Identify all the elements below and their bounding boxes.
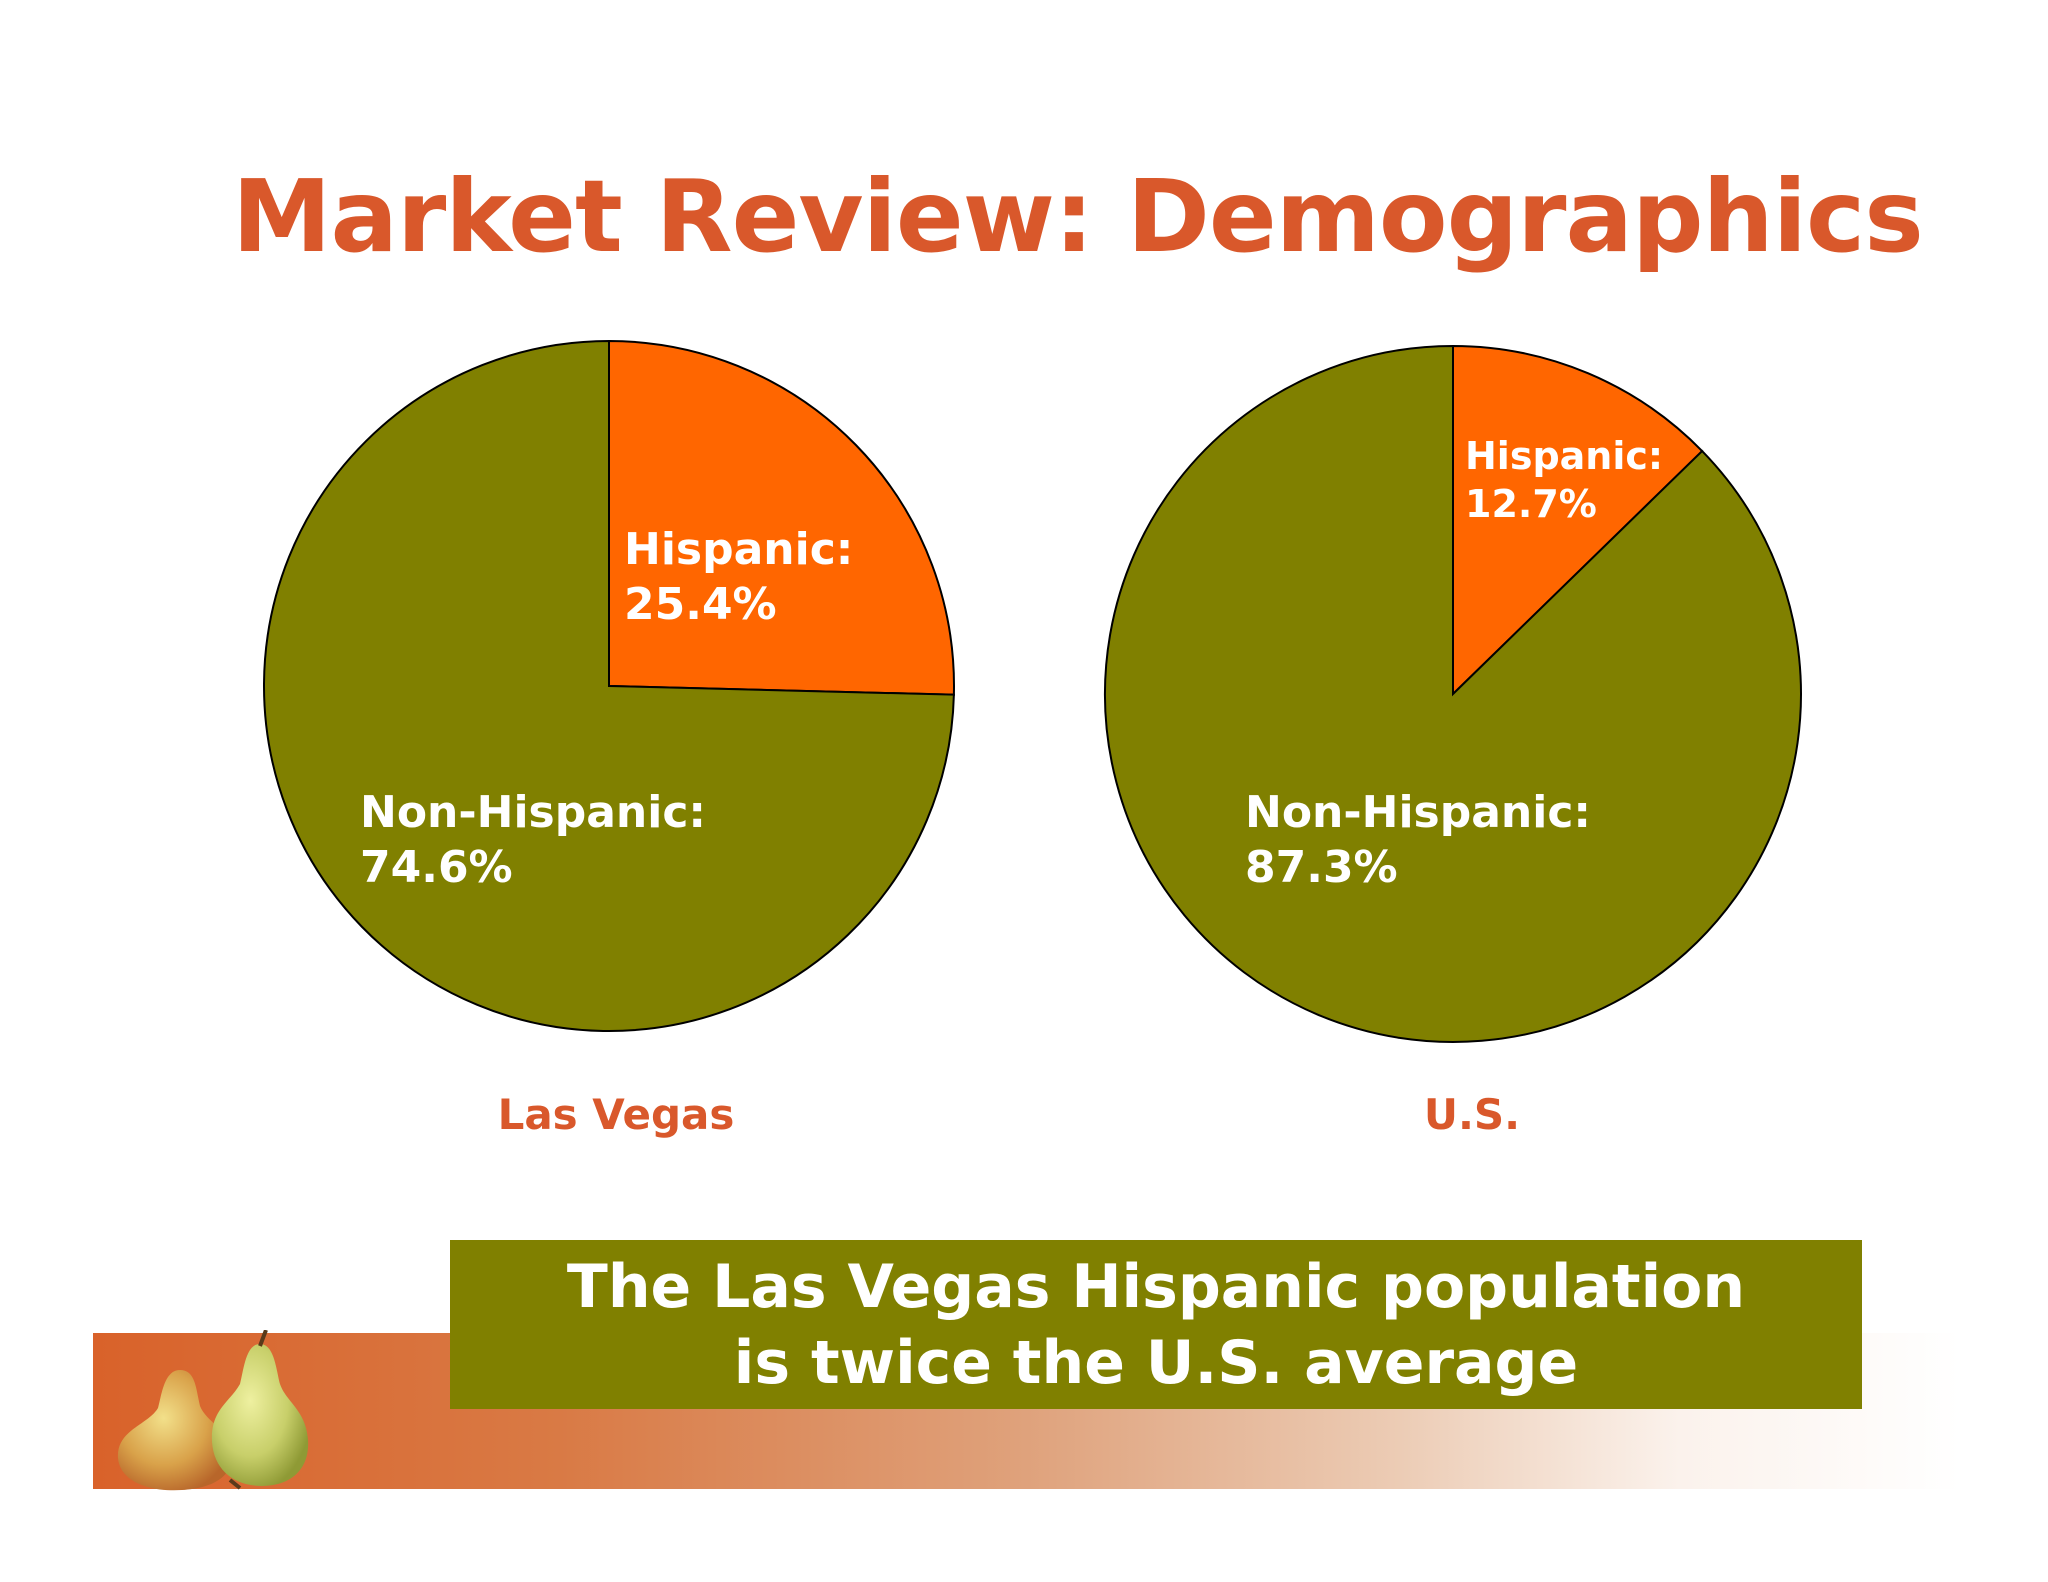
slice-label-lv-non-hispanic: Non-Hispanic: 74.6% [360,785,706,895]
pears-icon [117,1330,309,1491]
pie-slice-hispanic [1452,344,1704,697]
slice-category: Non-Hispanic: [360,787,707,838]
pie-title-las-vegas: Las Vegas [497,1090,735,1139]
slice-category: Hispanic: [1465,434,1664,478]
callout-line-2: is twice the U.S. average [733,1327,1579,1398]
pie-slice-hispanic [608,339,955,696]
slide-title: Market Review: Demographics [232,158,1924,275]
slice-label-us-hispanic: Hispanic: 12.7% [1465,433,1663,528]
slice-label-us-non-hispanic: Non-Hispanic: 87.3% [1245,785,1591,895]
callout-box: The Las Vegas Hispanic population is twi… [450,1240,1862,1409]
slice-category: Non-Hispanic: [1245,787,1592,838]
pie-slice-non-hispanic [263,339,955,1032]
pie-chart-us [1104,344,1802,1043]
pie-slice-non-hispanic [1104,344,1802,1043]
slice-value: 74.6% [360,842,513,893]
slice-label-lv-hispanic: Hispanic: 25.4% [624,522,853,632]
callout-text: The Las Vegas Hispanic population is twi… [567,1249,1745,1401]
slice-value: 12.7% [1465,481,1597,526]
pie-title-us: U.S. [1423,1090,1521,1139]
callout-line-1: The Las Vegas Hispanic population [566,1251,1746,1322]
slice-value: 25.4% [624,579,777,630]
slice-value: 87.3% [1245,842,1398,893]
slice-category: Hispanic: [624,524,854,575]
pie-chart-las-vegas [263,339,955,1032]
